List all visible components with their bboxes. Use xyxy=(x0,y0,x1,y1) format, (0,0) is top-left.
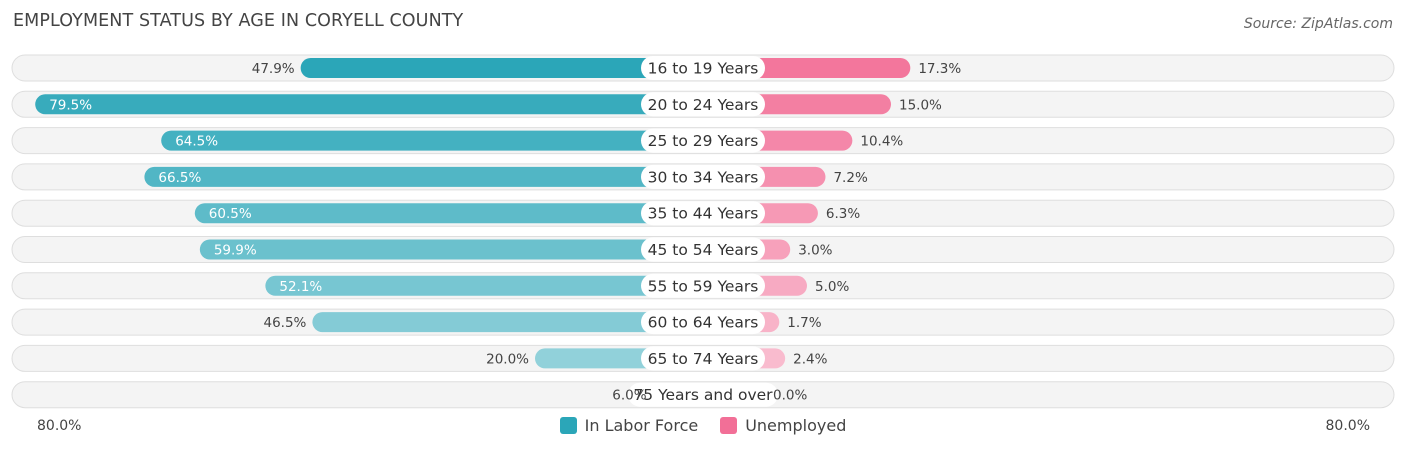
category-label: 55 to 59 Years xyxy=(648,277,759,295)
legend-item-unemployed: Unemployed xyxy=(720,416,846,435)
labor-value-label: 52.1% xyxy=(279,279,322,295)
unemployed-value-label: 0.0% xyxy=(773,388,807,404)
unemployed-value-label: 17.3% xyxy=(918,61,961,77)
labor-bar xyxy=(265,275,715,296)
labor-bar xyxy=(194,203,716,224)
category-label: 20 to 24 Years xyxy=(648,96,759,114)
labor-bar xyxy=(199,239,716,260)
legend-label-labor: In Labor Force xyxy=(584,416,699,435)
unemployed-value-label: 1.7% xyxy=(787,315,821,331)
legend-swatch-unemployed xyxy=(720,417,738,434)
category-pill xyxy=(641,310,765,335)
axis-left-label: 80.0% xyxy=(37,418,82,434)
category-label: 30 to 34 Years xyxy=(648,168,759,186)
category-pill xyxy=(641,56,765,80)
category-pill xyxy=(628,382,778,407)
category-label: 60 to 64 Years xyxy=(648,314,759,332)
unemployed-value-label: 6.3% xyxy=(826,206,860,222)
labor-value-label: 66.5% xyxy=(158,170,201,186)
unemployed-value-label: 15.0% xyxy=(899,97,942,113)
category-label: 16 to 19 Years xyxy=(648,60,759,78)
unemployed-value-label: 10.4% xyxy=(860,134,903,150)
category-label: 45 to 54 Years xyxy=(648,241,759,259)
labor-value-label: 59.9% xyxy=(214,243,257,259)
chart-area: 16 to 19 Years 47.9% 17.3% 20 to 24 Years 79… xyxy=(11,54,1395,409)
labor-value-label: 47.9% xyxy=(252,61,295,77)
chart-title: EMPLOYMENT STATUS BY AGE IN CORYELL COUN… xyxy=(13,11,464,31)
category-pill xyxy=(641,237,765,262)
unemployed-value-label: 2.4% xyxy=(793,351,827,367)
labor-bar xyxy=(312,312,715,333)
axis-right-label: 80.0% xyxy=(1325,418,1370,434)
labor-value-label: 46.5% xyxy=(264,315,307,331)
category-label: 75 Years and over xyxy=(633,386,773,404)
category-pill xyxy=(641,164,765,189)
unemployed-value-label: 5.0% xyxy=(815,279,849,295)
category-pill xyxy=(641,128,765,153)
category-pill xyxy=(641,273,765,298)
labor-bar xyxy=(144,166,715,187)
legend-label-unemployed: Unemployed xyxy=(745,416,847,435)
labor-bar xyxy=(35,94,715,115)
category-label: 25 to 29 Years xyxy=(648,132,759,150)
labor-value-label: 20.0% xyxy=(486,351,529,367)
category-pill xyxy=(641,92,765,117)
legend-swatch-labor xyxy=(559,417,577,434)
source-label: Source: ZipAtlas.com xyxy=(1243,16,1393,32)
category-pill xyxy=(641,346,765,371)
legend-item-labor: In Labor Force xyxy=(559,416,699,435)
labor-value-label: 64.5% xyxy=(175,134,218,150)
unemployed-value-label: 3.0% xyxy=(798,243,832,259)
unemployed-value-label: 7.2% xyxy=(833,170,867,186)
category-label: 65 to 74 Years xyxy=(648,350,759,368)
labor-bar xyxy=(161,130,715,151)
category-pill xyxy=(641,201,765,226)
labor-value-label: 79.5% xyxy=(49,97,92,113)
labor-bar xyxy=(300,58,715,78)
labor-value-label: 60.5% xyxy=(209,206,252,222)
labor-value-label: 6.0% xyxy=(612,388,646,404)
legend: In Labor Force Unemployed xyxy=(0,416,1406,435)
category-label: 35 to 44 Years xyxy=(648,205,759,223)
